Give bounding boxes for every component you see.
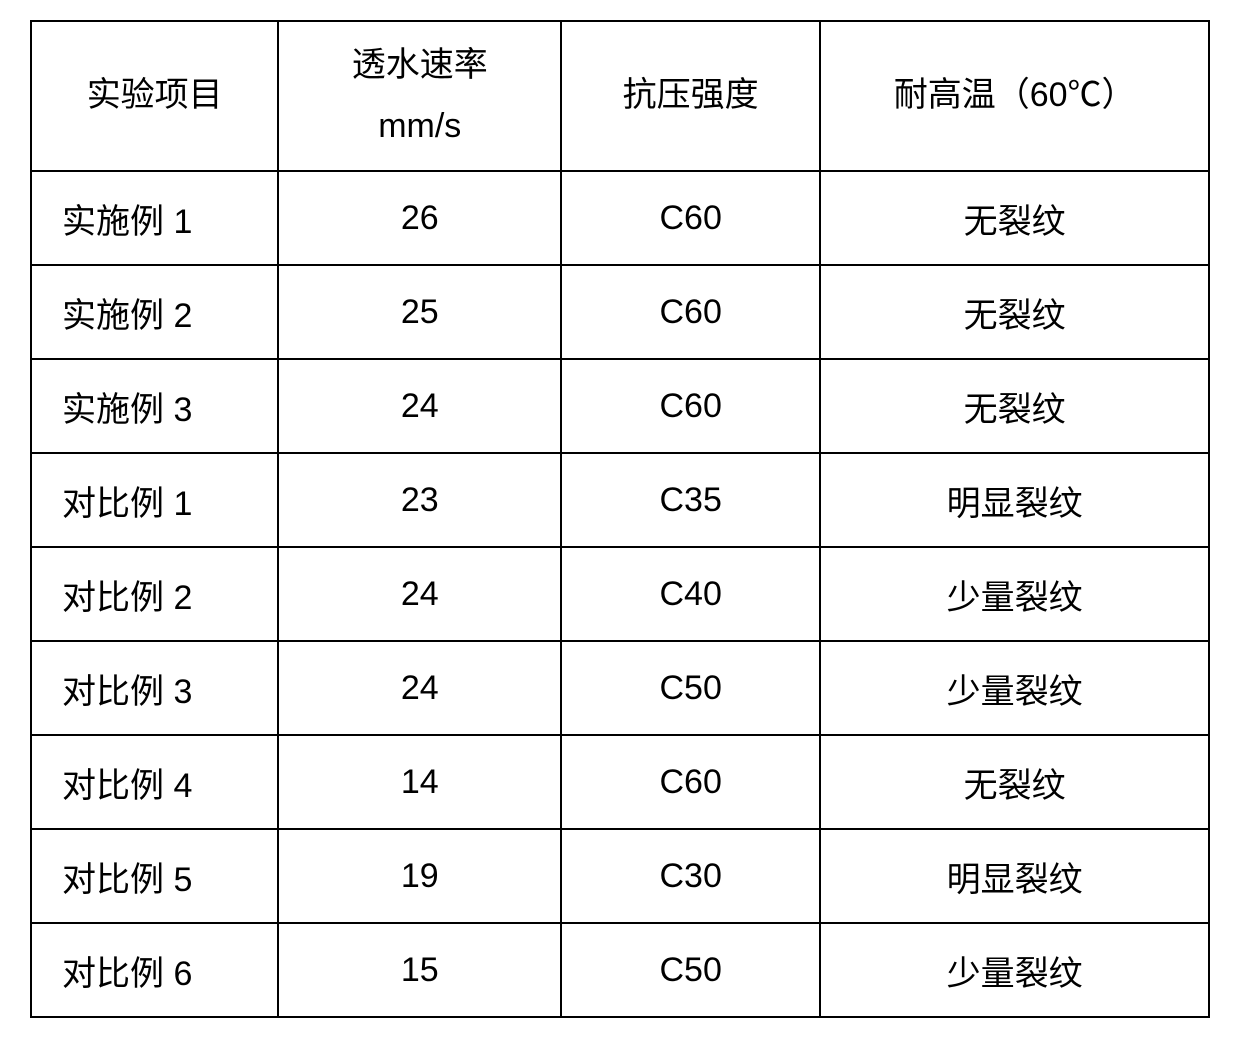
cell-rate: 15 <box>278 923 561 1017</box>
cell-heat: 无裂纹 <box>820 359 1209 453</box>
cell-heat: 无裂纹 <box>820 171 1209 265</box>
cell-strength: C60 <box>561 265 820 359</box>
cell-experiment-label: 对比例 6 <box>31 923 278 1017</box>
cell-experiment-label: 对比例 4 <box>31 735 278 829</box>
table-row: 对比例 5 19 C30 明显裂纹 <box>31 829 1209 923</box>
table-header-row: 实验项目 透水速率 mm/s 抗压强度 耐高温（60℃） <box>31 21 1209 171</box>
table-row: 对比例 4 14 C60 无裂纹 <box>31 735 1209 829</box>
cell-strength: C30 <box>561 829 820 923</box>
table-row: 实施例 3 24 C60 无裂纹 <box>31 359 1209 453</box>
cell-strength: C50 <box>561 641 820 735</box>
cell-rate: 24 <box>278 641 561 735</box>
cell-experiment-label: 实施例 3 <box>31 359 278 453</box>
cell-rate: 24 <box>278 547 561 641</box>
cell-strength: C35 <box>561 453 820 547</box>
cell-rate: 14 <box>278 735 561 829</box>
table-row: 对比例 2 24 C40 少量裂纹 <box>31 547 1209 641</box>
cell-heat: 少量裂纹 <box>820 923 1209 1017</box>
header-label-line1: 透水速率 <box>352 46 488 84</box>
cell-heat: 无裂纹 <box>820 265 1209 359</box>
header-permeability-rate: 透水速率 mm/s <box>278 21 561 171</box>
cell-strength: C50 <box>561 923 820 1017</box>
table-row: 对比例 1 23 C35 明显裂纹 <box>31 453 1209 547</box>
cell-heat: 无裂纹 <box>820 735 1209 829</box>
table-row: 对比例 3 24 C50 少量裂纹 <box>31 641 1209 735</box>
cell-rate: 25 <box>278 265 561 359</box>
cell-rate: 24 <box>278 359 561 453</box>
cell-experiment-label: 对比例 5 <box>31 829 278 923</box>
header-compressive-strength: 抗压强度 <box>561 21 820 171</box>
cell-experiment-label: 对比例 3 <box>31 641 278 735</box>
cell-rate: 23 <box>278 453 561 547</box>
header-label: 抗压强度 <box>623 76 759 114</box>
experiment-results-table: 实验项目 透水速率 mm/s 抗压强度 耐高温（60℃） 实施例 1 26 C6… <box>30 20 1210 1018</box>
header-label: 耐高温（60℃） <box>894 76 1136 114</box>
cell-strength: C60 <box>561 735 820 829</box>
cell-heat: 少量裂纹 <box>820 547 1209 641</box>
cell-experiment-label: 实施例 1 <box>31 171 278 265</box>
cell-experiment-label: 对比例 1 <box>31 453 278 547</box>
cell-rate: 26 <box>278 171 561 265</box>
cell-experiment-label: 对比例 2 <box>31 547 278 641</box>
header-label: 实验项目 <box>87 76 223 114</box>
cell-strength: C40 <box>561 547 820 641</box>
header-experiment-item: 实验项目 <box>31 21 278 171</box>
cell-heat: 少量裂纹 <box>820 641 1209 735</box>
cell-experiment-label: 实施例 2 <box>31 265 278 359</box>
cell-heat: 明显裂纹 <box>820 453 1209 547</box>
table-row: 实施例 2 25 C60 无裂纹 <box>31 265 1209 359</box>
cell-strength: C60 <box>561 359 820 453</box>
cell-strength: C60 <box>561 171 820 265</box>
cell-rate: 19 <box>278 829 561 923</box>
header-label-line2: mm/s <box>378 107 461 145</box>
header-heat-resistance: 耐高温（60℃） <box>820 21 1209 171</box>
cell-heat: 明显裂纹 <box>820 829 1209 923</box>
table-row: 对比例 6 15 C50 少量裂纹 <box>31 923 1209 1017</box>
table-row: 实施例 1 26 C60 无裂纹 <box>31 171 1209 265</box>
